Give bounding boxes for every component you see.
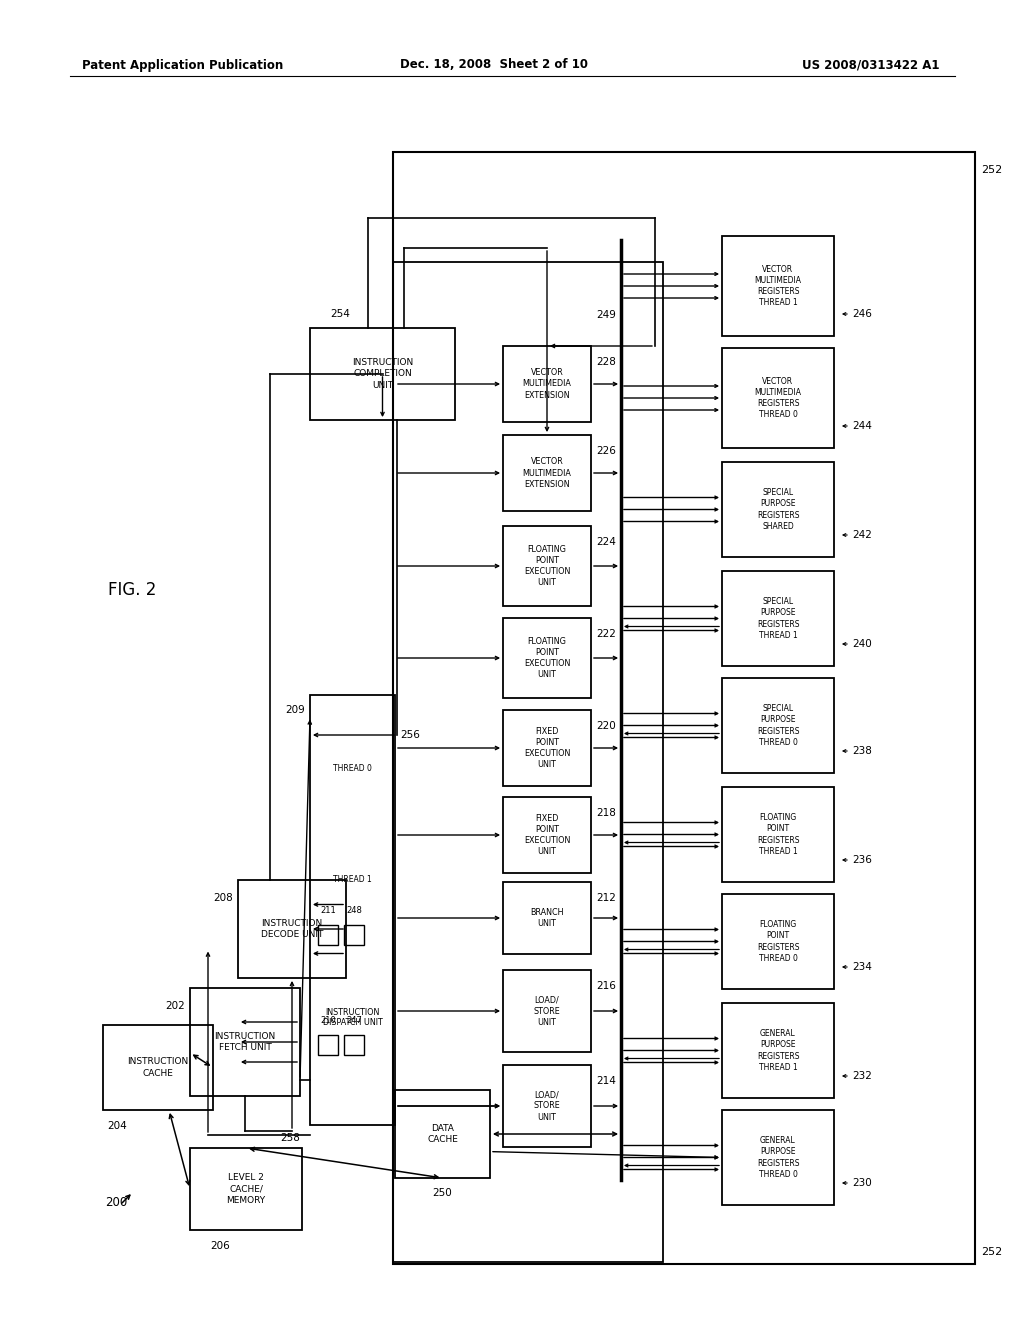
Text: FLOATING
POINT
EXECUTION
UNIT: FLOATING POINT EXECUTION UNIT (524, 636, 570, 680)
Text: 240: 240 (852, 639, 871, 649)
Bar (503, 797, 591, 873)
Text: 230: 230 (852, 1177, 871, 1188)
Bar (103, 1026, 213, 1110)
Text: 232: 232 (852, 1071, 871, 1081)
Text: 234: 234 (852, 962, 871, 972)
Text: 247: 247 (346, 1016, 361, 1026)
Text: 224: 224 (596, 537, 615, 546)
Text: 249: 249 (596, 310, 615, 319)
Text: DATA
CACHE: DATA CACHE (427, 1123, 458, 1144)
Text: 200: 200 (105, 1196, 127, 1209)
Bar (310, 327, 455, 420)
Bar (344, 925, 364, 945)
Bar (722, 572, 834, 667)
Text: 226: 226 (596, 446, 615, 455)
Bar (722, 1110, 834, 1205)
Text: 218: 218 (596, 808, 615, 818)
Text: GENERAL
PURPOSE
REGISTERS
THREAD 0: GENERAL PURPOSE REGISTERS THREAD 0 (757, 1137, 800, 1179)
Bar (503, 346, 591, 422)
Bar (503, 970, 591, 1052)
Bar (310, 696, 395, 1125)
Text: FIXED
POINT
EXECUTION
UNIT: FIXED POINT EXECUTION UNIT (524, 727, 570, 770)
Text: THREAD 0: THREAD 0 (333, 763, 372, 772)
Bar (722, 236, 834, 337)
Text: FLOATING
POINT
REGISTERS
THREAD 1: FLOATING POINT REGISTERS THREAD 1 (757, 813, 800, 855)
Text: 258: 258 (280, 1133, 300, 1143)
Text: INSTRUCTION
COMPLETION
UNIT: INSTRUCTION COMPLETION UNIT (352, 359, 413, 389)
Text: FIXED
POINT
EXECUTION
UNIT: FIXED POINT EXECUTION UNIT (524, 814, 570, 857)
Text: VECTOR
MULTIMEDIA
EXTENSION: VECTOR MULTIMEDIA EXTENSION (522, 458, 571, 488)
Text: 222: 222 (596, 630, 615, 639)
Text: 204: 204 (106, 1121, 127, 1131)
Text: FLOATING
POINT
REGISTERS
THREAD 0: FLOATING POINT REGISTERS THREAD 0 (757, 920, 800, 962)
Bar (395, 1090, 490, 1177)
Text: US 2008/0313422 A1: US 2008/0313422 A1 (803, 58, 940, 71)
Text: 254: 254 (330, 309, 350, 319)
Bar (190, 1148, 302, 1230)
Bar (503, 882, 591, 954)
Text: 206: 206 (210, 1241, 229, 1251)
Text: FLOATING
POINT
EXECUTION
UNIT: FLOATING POINT EXECUTION UNIT (524, 545, 570, 587)
Bar (503, 618, 591, 698)
Text: 210: 210 (321, 1016, 336, 1026)
Text: 256: 256 (400, 730, 420, 741)
Text: 242: 242 (852, 531, 871, 540)
Text: LOAD/
STORE
UNIT: LOAD/ STORE UNIT (534, 995, 560, 1027)
Bar (190, 987, 300, 1096)
Text: 250: 250 (432, 1188, 453, 1199)
Bar (722, 894, 834, 989)
Text: VECTOR
MULTIMEDIA
REGISTERS
THREAD 0: VECTOR MULTIMEDIA REGISTERS THREAD 0 (755, 376, 802, 420)
Bar (722, 1003, 834, 1098)
Text: FIG. 2: FIG. 2 (108, 581, 157, 599)
Bar (503, 436, 591, 511)
Text: Patent Application Publication: Patent Application Publication (82, 58, 284, 71)
Text: VECTOR
MULTIMEDIA
REGISTERS
THREAD 1: VECTOR MULTIMEDIA REGISTERS THREAD 1 (755, 265, 802, 308)
Text: 214: 214 (596, 1076, 615, 1086)
Bar (393, 152, 975, 1265)
Text: 238: 238 (852, 746, 871, 756)
Text: INSTRUCTION
CACHE: INSTRUCTION CACHE (127, 1057, 188, 1077)
Text: 252: 252 (981, 1247, 1002, 1257)
Text: SPECIAL
PURPOSE
REGISTERS
THREAD 0: SPECIAL PURPOSE REGISTERS THREAD 0 (757, 705, 800, 747)
Bar (503, 1065, 591, 1147)
Text: 202: 202 (165, 1001, 185, 1011)
Bar (393, 261, 663, 1262)
Text: 208: 208 (213, 894, 233, 903)
Bar (722, 787, 834, 882)
Text: 252: 252 (981, 165, 1002, 176)
Text: 212: 212 (596, 894, 615, 903)
Text: 211: 211 (321, 906, 336, 915)
Text: INSTRUCTION
DISPATCH UNIT: INSTRUCTION DISPATCH UNIT (323, 1007, 382, 1027)
Bar (238, 880, 346, 978)
Text: Dec. 18, 2008  Sheet 2 of 10: Dec. 18, 2008 Sheet 2 of 10 (400, 58, 588, 71)
Text: 244: 244 (852, 421, 871, 432)
Text: 246: 246 (852, 309, 871, 319)
Bar (722, 678, 834, 774)
Text: INSTRUCTION
DECODE UNIT: INSTRUCTION DECODE UNIT (261, 919, 324, 939)
Text: 248: 248 (346, 906, 361, 915)
Bar (503, 525, 591, 606)
Bar (344, 1035, 364, 1055)
Text: VECTOR
MULTIMEDIA
EXTENSION: VECTOR MULTIMEDIA EXTENSION (522, 368, 571, 400)
Bar (722, 348, 834, 447)
Text: INSTRUCTION
FETCH UNIT: INSTRUCTION FETCH UNIT (214, 1032, 275, 1052)
Text: BRANCH
UNIT: BRANCH UNIT (530, 908, 564, 928)
Bar (722, 462, 834, 557)
Text: SPECIAL
PURPOSE
REGISTERS
SHARED: SPECIAL PURPOSE REGISTERS SHARED (757, 488, 800, 531)
Bar (503, 710, 591, 785)
Text: 209: 209 (286, 705, 305, 715)
Text: 220: 220 (596, 721, 615, 731)
Text: 216: 216 (596, 981, 615, 991)
Text: GENERAL
PURPOSE
REGISTERS
THREAD 1: GENERAL PURPOSE REGISTERS THREAD 1 (757, 1030, 800, 1072)
Text: THREAD 1: THREAD 1 (333, 875, 372, 884)
Bar (318, 1035, 338, 1055)
Text: SPECIAL
PURPOSE
REGISTERS
THREAD 1: SPECIAL PURPOSE REGISTERS THREAD 1 (757, 598, 800, 640)
Text: LOAD/
STORE
UNIT: LOAD/ STORE UNIT (534, 1090, 560, 1122)
Text: 228: 228 (596, 356, 615, 367)
Text: LEVEL 2
CACHE/
MEMORY: LEVEL 2 CACHE/ MEMORY (226, 1173, 265, 1205)
Text: 236: 236 (852, 855, 871, 865)
Bar (318, 925, 338, 945)
